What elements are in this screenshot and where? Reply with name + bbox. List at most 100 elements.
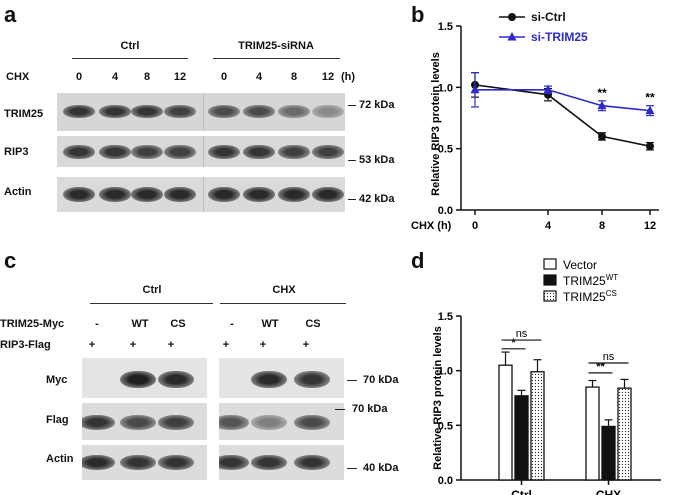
legend-label: si-TRIM25	[531, 30, 588, 44]
y-tick-label: 1.5	[438, 21, 453, 33]
blot-band	[82, 455, 115, 470]
blot-splice-line	[203, 177, 204, 212]
blot-band	[120, 371, 156, 388]
western-blot-rip3	[57, 136, 345, 167]
legend-label: si-Ctrl	[531, 10, 566, 24]
rip3-flag-value: +	[222, 339, 230, 351]
panel-a-unit-label: (h)	[341, 71, 356, 83]
trim25-myc-value: CS	[305, 318, 321, 330]
kda-label: 42 kDa	[359, 193, 395, 205]
blot-splice-line	[203, 136, 204, 167]
blot-band	[312, 145, 344, 159]
panel-a-row-label: TRIM25	[4, 108, 44, 120]
rip3-flag-value: +	[259, 339, 267, 351]
blot-band	[120, 415, 156, 430]
data-point	[646, 142, 654, 151]
x-tick-label: 0	[472, 220, 478, 232]
y-tick-label: 1.5	[438, 311, 453, 323]
panel-a-time-label: 0	[220, 71, 228, 83]
panel-a-time-label: 12	[173, 71, 187, 83]
blot-band	[294, 455, 330, 470]
blot-band	[312, 105, 344, 118]
kda-tick	[348, 160, 356, 161]
panel-a-group-sirna-line	[213, 58, 340, 59]
bar	[498, 364, 513, 481]
panel-c-group-ctrl-line	[90, 303, 213, 304]
blot-band	[99, 145, 131, 159]
panel-a-group-ctrl-line	[72, 58, 188, 59]
y-tick-label: 1.0	[438, 366, 453, 378]
panel-a-group-ctrl: Ctrl	[120, 40, 140, 52]
blot-band	[131, 105, 163, 118]
rip3-flag-value: +	[167, 339, 175, 351]
blot-band	[243, 145, 275, 159]
x-tick-label: CHX	[596, 488, 621, 495]
blot-band	[251, 415, 287, 430]
legend-label: TRIM25WT	[563, 273, 618, 288]
blot-band	[219, 415, 249, 430]
legend-label: Vector	[563, 258, 597, 272]
trim25-myc-value: -	[95, 318, 99, 330]
blot-band	[243, 105, 275, 118]
blot-band	[294, 371, 330, 388]
panel-c-group-ctrl: Ctrl	[142, 284, 162, 296]
blot-band	[208, 105, 240, 118]
data-point	[645, 105, 655, 115]
blot-band	[99, 187, 131, 202]
rip3-flag-value: +	[129, 339, 137, 351]
legend-label-superscript: CS	[606, 289, 617, 298]
x-tick-label: 8	[599, 220, 605, 232]
panel-a-chx-label: CHX	[6, 71, 30, 83]
blot-band	[251, 455, 287, 470]
kda-tick	[347, 380, 357, 381]
significance-mark: ns	[603, 351, 615, 363]
blot-band	[208, 187, 240, 202]
western-blot-trim25	[57, 93, 345, 131]
legend-swatch	[543, 290, 557, 302]
panel-b-label: b	[411, 2, 425, 27]
blot-band	[278, 145, 310, 159]
bar	[514, 395, 529, 481]
y-tick-label: 0.0	[438, 475, 453, 487]
western-blot-actin-ctrl	[82, 445, 207, 480]
panel-a-time-label: 4	[255, 71, 263, 83]
blot-band	[278, 105, 310, 118]
panel-a-time-label: 4	[111, 71, 119, 83]
panel-a-time-label: 0	[75, 71, 83, 83]
blot-band	[131, 145, 163, 159]
blot-band	[63, 187, 95, 202]
panel-a-row-label: RIP3	[4, 146, 29, 158]
western-blot-myc-ctrl	[82, 358, 207, 398]
panel-a-group-sirna: TRIM25-siRNA	[238, 40, 314, 52]
legend-label-main: TRIM25	[563, 274, 606, 288]
legend-label-main: Vector	[563, 258, 597, 272]
data-point	[470, 84, 480, 94]
panel-a-row-label: Actin	[4, 186, 32, 198]
legend-label-superscript: WT	[606, 273, 619, 282]
trim25-myc-value: WT	[261, 318, 279, 330]
kda-label: 40 kDa	[363, 462, 399, 474]
significance-mark: ns	[516, 328, 528, 340]
bar	[530, 371, 545, 481]
blot-band	[131, 187, 163, 202]
rip3-flag-label: RIP3-Flag	[0, 339, 51, 351]
y-axis-label: Relative RIP3 protein levels	[432, 326, 444, 470]
panel-a-time-label: 8	[143, 71, 151, 83]
significance-mark: **	[597, 86, 607, 100]
western-blot-actin	[57, 177, 345, 212]
panel-c-group-chx-line	[220, 303, 346, 304]
legend-swatch	[543, 258, 557, 270]
blot-band	[63, 105, 95, 118]
blot-band	[164, 145, 196, 159]
kda-label: 70 kDa	[352, 403, 388, 415]
x-axis-label: CHX (h)	[411, 220, 452, 232]
significance-mark: **	[596, 361, 605, 373]
blot-band	[164, 187, 196, 202]
western-blot-actin-chx	[219, 445, 344, 480]
rip3-flag-value: +	[88, 339, 96, 351]
kda-tick	[347, 468, 357, 469]
data-point	[543, 84, 553, 94]
bar	[585, 386, 600, 481]
significance-mark: *	[511, 337, 516, 349]
blot-band	[251, 371, 287, 388]
